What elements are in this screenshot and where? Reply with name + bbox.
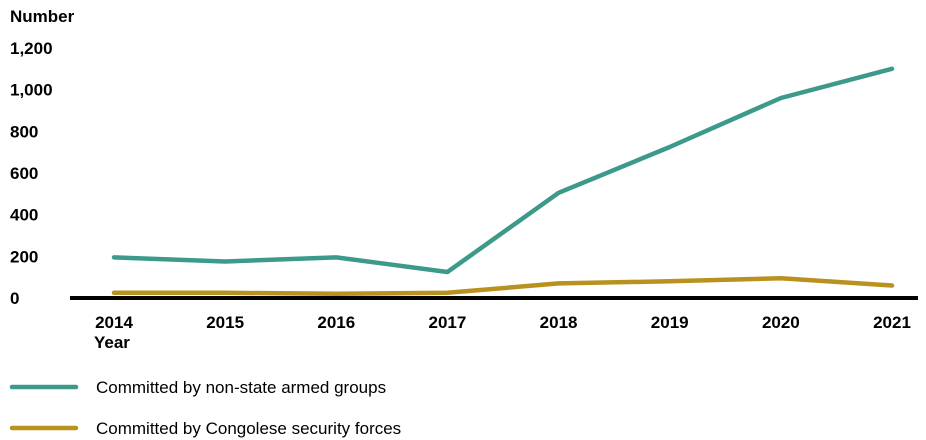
- x-tick-label: 2018: [540, 313, 578, 332]
- legend-label: Committed by Congolese security forces: [96, 419, 401, 438]
- y-tick-label: 600: [10, 164, 38, 183]
- y-axis-ticks: 0 200 400 600 800 1,000 1,200: [10, 39, 53, 308]
- legend: Committed by non-state armed groups Commi…: [9, 378, 401, 438]
- x-tick-label: 2019: [651, 313, 689, 332]
- x-tick-label: 2021: [873, 313, 911, 332]
- x-axis-title: Year: [94, 333, 130, 352]
- x-tick-label: 2020: [762, 313, 800, 332]
- x-tick-label: 2015: [206, 313, 244, 332]
- y-tick-label: 0: [10, 289, 19, 308]
- y-tick-label: 1,200: [10, 39, 53, 58]
- x-tick-label: 2014: [95, 313, 133, 332]
- y-axis-title: Number: [10, 7, 75, 26]
- x-tick-label: 2017: [429, 313, 467, 332]
- legend-label: Committed by non-state armed groups: [96, 378, 386, 397]
- y-tick-label: 200: [10, 247, 38, 266]
- y-tick-label: 400: [10, 206, 38, 225]
- x-tick-label: 2016: [317, 313, 355, 332]
- y-tick-label: 1,000: [10, 81, 53, 100]
- y-tick-label: 800: [10, 122, 38, 141]
- series-line-1: [111, 275, 895, 297]
- series-line-0: [111, 66, 895, 275]
- x-axis-ticks: 2014 2015 2016 2017 2018 2019 2020 2021: [95, 313, 911, 332]
- series-lines: [111, 66, 895, 297]
